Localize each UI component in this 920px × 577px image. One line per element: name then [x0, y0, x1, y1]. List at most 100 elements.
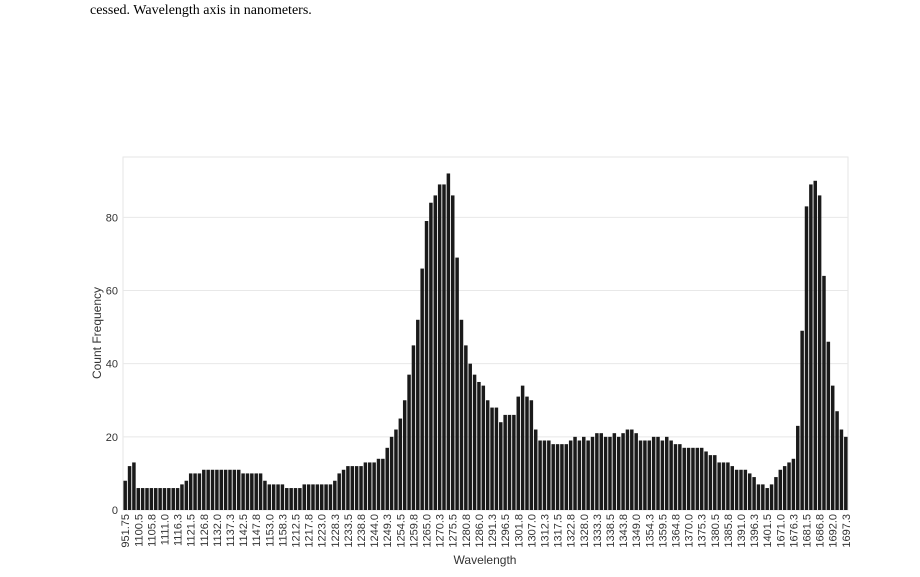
bar — [568, 440, 573, 510]
y-tick-label: 40 — [106, 359, 118, 371]
bar — [791, 458, 796, 510]
bar — [695, 447, 700, 510]
y-axis-label: Count Frequency — [90, 287, 104, 379]
x-tick-label: 1686.8 — [815, 514, 827, 548]
y-tick-label: 20 — [106, 432, 118, 444]
bar — [276, 484, 280, 510]
bar — [298, 488, 302, 510]
x-tick-label: 1249.3 — [382, 514, 394, 548]
x-tick-label: 951.75 — [120, 514, 132, 548]
x-tick-label: 1147.8 — [251, 514, 263, 547]
bar — [713, 455, 717, 510]
x-tick-label: 1370.0 — [684, 514, 696, 548]
bar — [184, 480, 189, 510]
x-tick-label: 1280.8 — [461, 514, 473, 548]
bar — [660, 440, 665, 510]
bar — [241, 473, 245, 510]
bar — [429, 202, 433, 510]
bar — [752, 477, 756, 510]
x-tick-label: 1676.3 — [788, 514, 800, 548]
bar — [455, 257, 459, 510]
bar — [555, 444, 560, 510]
x-tick-label: 1275.5 — [448, 514, 460, 548]
bar — [595, 433, 599, 510]
bar — [778, 469, 783, 510]
bar — [839, 429, 844, 510]
bar — [800, 330, 804, 510]
x-tick-label: 1697.3 — [841, 514, 853, 548]
bar — [673, 444, 678, 510]
bar — [398, 418, 403, 510]
bar — [643, 440, 647, 510]
bar — [324, 484, 328, 510]
bar — [490, 407, 494, 510]
bar — [830, 385, 835, 510]
bar — [193, 473, 197, 510]
bar — [372, 462, 376, 510]
x-tick-label: 1301.8 — [513, 514, 525, 548]
bar — [774, 477, 778, 510]
bar — [254, 473, 258, 510]
bar — [844, 436, 848, 510]
bar — [424, 221, 429, 510]
x-tick-label: 1105.8 — [146, 514, 158, 547]
bar — [359, 466, 363, 510]
bar — [573, 436, 577, 510]
bar — [302, 484, 306, 510]
x-tick-label: 1349.0 — [631, 514, 643, 548]
bar — [202, 469, 206, 510]
bar — [512, 414, 516, 510]
bar — [228, 469, 232, 510]
bar — [520, 385, 525, 510]
x-tick-label: 1671.0 — [775, 514, 787, 548]
bar — [263, 480, 267, 510]
bar — [669, 440, 673, 510]
bar — [433, 195, 438, 510]
x-tick-label: 1391.0 — [736, 514, 748, 548]
x-tick-label: 1158.3 — [277, 514, 289, 547]
x-tick-label: 1375.3 — [697, 514, 709, 548]
x-tick-label: 1328.0 — [579, 514, 591, 548]
bar — [437, 184, 442, 510]
bar — [132, 462, 136, 510]
bar — [368, 462, 372, 510]
bar — [769, 484, 774, 510]
bar — [140, 488, 145, 510]
bar — [468, 363, 472, 510]
bar — [717, 462, 721, 510]
bar — [210, 469, 215, 510]
x-tick-label: 1681.5 — [802, 514, 814, 548]
bar — [503, 414, 507, 510]
bar — [315, 484, 320, 510]
bar — [464, 345, 468, 510]
bar — [219, 469, 224, 510]
x-tick-label: 1153.0 — [264, 514, 276, 547]
bar — [835, 411, 839, 510]
bar — [337, 473, 341, 510]
y-tick-label: 80 — [106, 212, 118, 224]
bar — [459, 319, 464, 510]
bar — [481, 385, 486, 510]
x-tick-label: 1244.0 — [369, 514, 381, 548]
bar — [328, 484, 333, 510]
bar — [621, 433, 625, 510]
bar — [704, 451, 708, 510]
bar — [167, 488, 171, 510]
bar — [333, 480, 337, 510]
bar — [691, 447, 695, 510]
x-tick-label: 1137.3 — [225, 514, 237, 547]
bar — [765, 488, 769, 510]
bar — [603, 436, 608, 510]
bar — [542, 440, 547, 510]
bar — [346, 466, 350, 510]
bar — [630, 429, 634, 510]
bar — [416, 319, 420, 510]
bar — [197, 473, 202, 510]
bar — [533, 429, 538, 510]
bar — [586, 440, 590, 510]
bar — [582, 436, 586, 510]
bar — [525, 396, 529, 510]
bar — [538, 440, 542, 510]
bar — [564, 444, 569, 510]
